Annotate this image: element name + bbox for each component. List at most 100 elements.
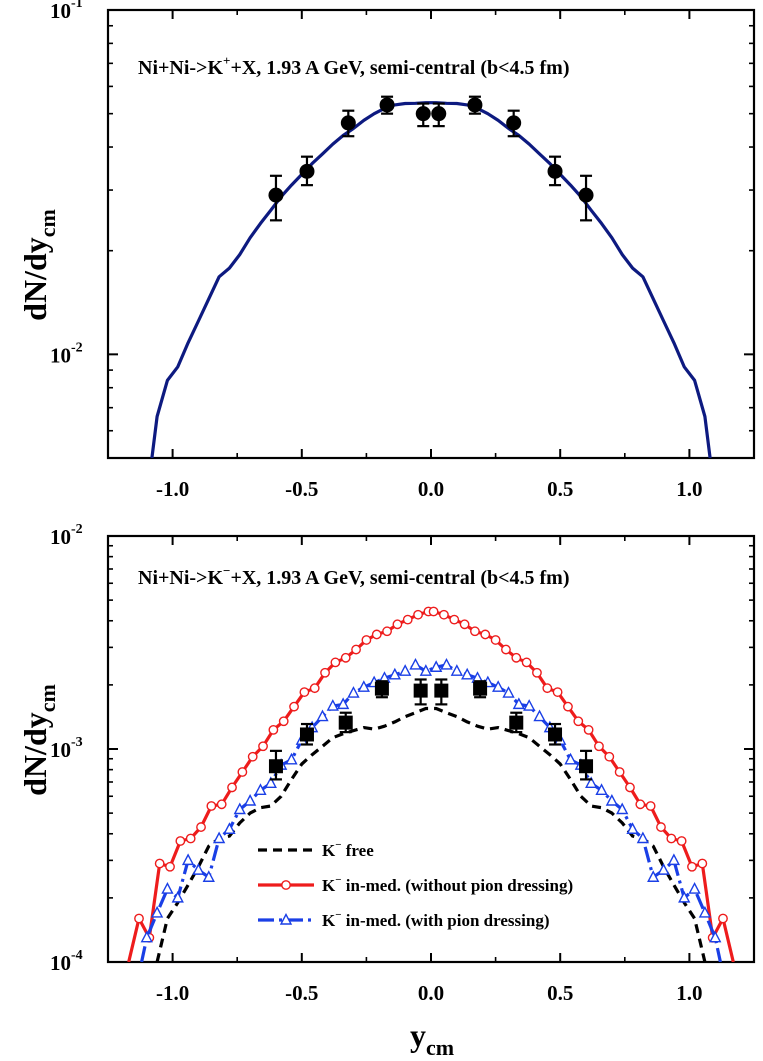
series-marker-circle <box>501 644 511 655</box>
legend-marker-circle <box>281 880 291 890</box>
series-marker-circle <box>428 606 439 617</box>
series-marker-circle <box>604 751 615 762</box>
x-axis-title: ycm <box>410 1017 454 1060</box>
bottom-x-tick-label: -0.5 <box>285 981 318 1005</box>
series-marker-triangle <box>243 793 257 806</box>
series-line-k-calculation <box>150 101 712 458</box>
series-marker-circle <box>625 782 635 793</box>
top-y-axis-title: dN/dycm <box>17 209 60 321</box>
series-marker-triangle <box>626 822 639 834</box>
series-marker-circle <box>583 724 594 735</box>
series-marker-triangle <box>430 660 443 672</box>
data-point-circle <box>578 187 594 203</box>
bottom-plot-frame <box>106 534 756 964</box>
bottom-title: Ni+Ni->K−+X, 1.93 A GeV, semi-central (b… <box>138 563 569 589</box>
series-marker-circle <box>134 913 144 924</box>
data-point-circle <box>467 97 483 113</box>
data-point-circle <box>299 163 315 179</box>
series-marker-triangle <box>657 863 670 875</box>
data-point-circle <box>547 163 563 179</box>
bottom-x-tick-label: 0.5 <box>547 981 573 1005</box>
series-marker-triangle <box>357 680 370 692</box>
data-point-square <box>548 727 563 742</box>
series-marker-circle <box>237 767 248 777</box>
series-marker-circle <box>563 701 573 712</box>
series-marker-circle <box>268 724 279 735</box>
top-x-tick-label: 0.0 <box>418 477 444 501</box>
series-marker-triangle <box>399 664 412 676</box>
series-marker-triangle <box>202 870 215 882</box>
series-marker-circle <box>666 833 677 844</box>
series-marker-triangle <box>223 822 236 834</box>
series-marker-circle <box>154 858 165 869</box>
top-data-points <box>268 95 594 222</box>
series-marker-circle <box>330 657 341 668</box>
series-marker-triangle <box>140 930 153 943</box>
series-marker-triangle <box>585 776 598 789</box>
series-marker-triangle <box>512 697 526 710</box>
top-x-tick-label: -0.5 <box>285 477 318 501</box>
series-marker-triangle <box>564 752 577 765</box>
series-marker-triangle <box>698 905 712 918</box>
data-point-square <box>299 727 314 742</box>
series-marker-triangle <box>605 793 619 806</box>
series-marker-circle <box>299 687 310 697</box>
series-marker-triangle <box>316 709 329 722</box>
data-point-square <box>509 715 524 730</box>
data-point-circle <box>415 106 431 122</box>
series-marker-circle <box>573 716 584 727</box>
series-marker-circle <box>718 913 728 924</box>
series-marker-triangle <box>595 783 608 795</box>
data-point-square <box>473 681 488 696</box>
top-y-tick-label: 10-1 <box>50 0 83 23</box>
legend-label: K− in-med. (with pion dressing) <box>322 909 549 930</box>
series-marker-triangle <box>347 686 360 698</box>
top-series-layer <box>150 101 712 458</box>
series-marker-circle <box>227 782 237 793</box>
series-marker-triangle <box>533 709 546 722</box>
top-panel: -1.0 -0.5 0.0 0.5 1.0 10-1 10-2 Ni+Ni->K++X, 1… <box>17 0 756 501</box>
series-marker-triangle <box>492 680 505 692</box>
series-marker-triangle <box>667 853 681 866</box>
series-marker-circle <box>470 626 480 637</box>
series-marker-triangle <box>419 664 432 676</box>
top-y-tick-label: 10-2 <box>50 340 83 367</box>
series-marker-circle <box>449 614 460 625</box>
series-marker-circle <box>635 799 646 810</box>
series-marker-circle <box>594 741 604 752</box>
series-marker-circle <box>165 861 175 872</box>
series-marker-circle <box>687 861 697 872</box>
series-marker-circle <box>340 652 351 663</box>
bottom-x-tick-label: 1.0 <box>676 981 702 1005</box>
series-marker-triangle <box>409 657 422 670</box>
series-marker-circle <box>320 667 330 678</box>
top-x-tick-label: -1.0 <box>156 477 189 501</box>
legend-marker-triangle <box>279 912 293 925</box>
data-point-square <box>579 759 594 774</box>
series-marker-triangle <box>161 882 174 894</box>
series-marker-circle <box>459 619 470 630</box>
bottom-data-points <box>268 678 594 781</box>
series-marker-circle <box>175 836 186 846</box>
series-marker-circle <box>247 751 258 762</box>
series-marker-triangle <box>388 667 401 680</box>
series-marker-circle <box>392 619 403 630</box>
series-marker-triangle <box>450 664 463 676</box>
series-marker-circle <box>542 683 553 694</box>
series-marker-circle <box>278 716 289 727</box>
bottom-y-axis-title: dN/dycm <box>17 684 60 796</box>
top-x-tick-label: 1.0 <box>676 477 702 501</box>
series-marker-triangle <box>678 890 691 903</box>
series-marker-triangle <box>461 667 474 680</box>
data-point-circle <box>379 97 395 113</box>
series-marker-circle <box>532 667 542 678</box>
series-marker-circle <box>490 635 501 645</box>
top-axis-ticks: -1.0 -0.5 0.0 0.5 1.0 10-1 10-2 <box>50 0 755 501</box>
series-marker-circle <box>289 701 299 712</box>
series-marker-triangle <box>326 699 339 711</box>
data-point-circle <box>268 187 284 203</box>
series-marker-circle <box>402 614 413 625</box>
series-marker-triangle <box>233 802 246 815</box>
bottom-panel: -1.0 -0.5 0.0 0.5 1.0 10-2 10-3 10-4 Ni+Ni->K−+… <box>17 522 756 1060</box>
